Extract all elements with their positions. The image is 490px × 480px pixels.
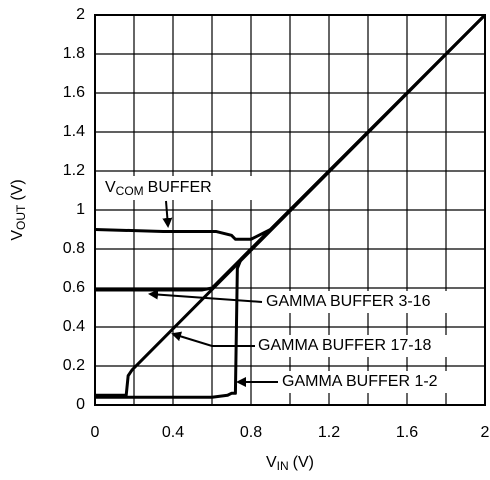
plot-frame (94, 14, 486, 406)
y-tick-label: 0.6 (63, 279, 85, 296)
series-line (94, 13, 487, 241)
y-tick-label: 0 (76, 396, 85, 413)
y-tick-label: 1.4 (63, 123, 85, 140)
x-tick-label: 0 (91, 424, 100, 441)
x-tick-label: 0.8 (240, 424, 262, 441)
annotation: GAMMA BUFFER 17-18 (258, 337, 431, 354)
annotation: GAMMA BUFFER 1-2 (282, 373, 438, 390)
annotation-part: COM (116, 184, 144, 198)
annotation-part: BUFFER (148, 179, 212, 196)
annotation-arrow (148, 289, 263, 303)
y-tick-label: 1.6 (63, 84, 85, 101)
y-tick-label: 1.2 (63, 162, 85, 179)
annotation: GAMMA BUFFER 3-16 (266, 293, 431, 310)
y-tick-label: 1 (76, 201, 85, 218)
annotation-part: V (105, 179, 116, 196)
y-tick-label: 0.2 (63, 357, 85, 374)
label-bg (262, 291, 467, 313)
x-tick-label: 1.6 (396, 424, 418, 441)
y-tick-label: 2 (76, 6, 85, 23)
annotation: VCOM BUFFER (105, 179, 212, 198)
y-axis-label: VOUT(V) (9, 179, 28, 240)
x-tick-label: 0.4 (162, 424, 184, 441)
y-tick-label: 1.8 (63, 45, 85, 62)
x-tick-label: 2 (481, 424, 490, 441)
label-bg (255, 335, 475, 357)
x-tick-label: 1.2 (318, 424, 340, 441)
x-axis-label: VIN (V) (266, 454, 314, 473)
label-bg (278, 371, 473, 393)
y-tick-label: 0.8 (63, 240, 85, 257)
annotation-arrow (162, 200, 173, 228)
y-tick-label: 0.4 (63, 318, 85, 335)
label-bg (102, 176, 252, 200)
annotation-arrow (171, 331, 255, 347)
